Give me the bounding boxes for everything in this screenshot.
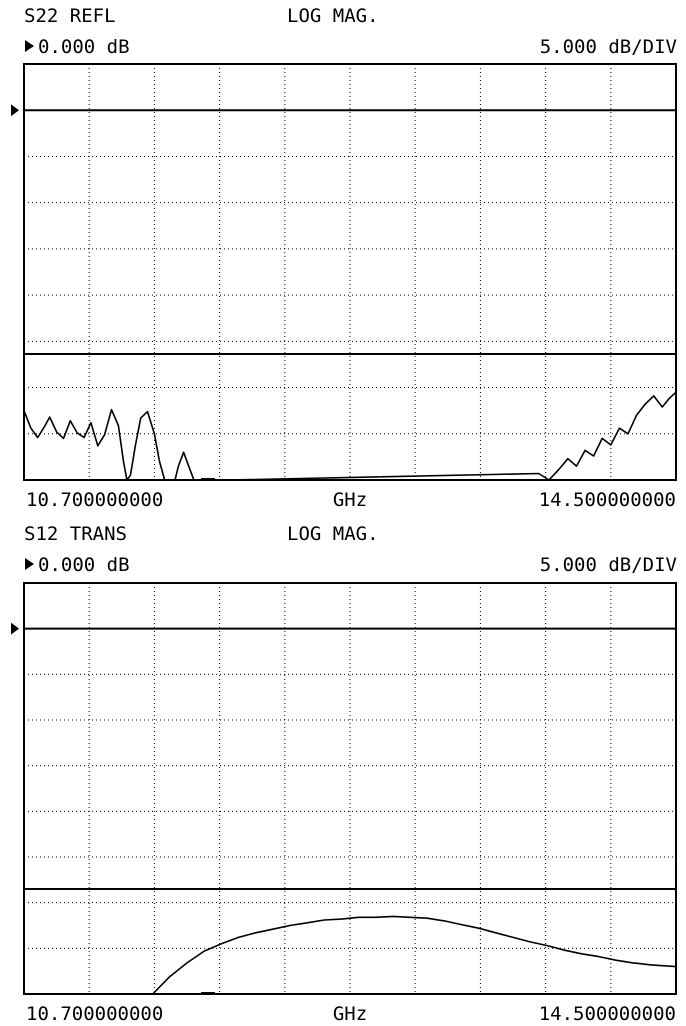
channel-1-panel: S22 REFL LOG MAG. 0.000 dB 5.000 dB/DIV … [11, 5, 677, 511]
channel-1-format-label: LOG MAG. [287, 5, 379, 27]
channel-1-title: S22 REFL [24, 5, 116, 27]
channel-1-stop-frequency: 14.500000000 [539, 489, 676, 511]
channel-2-trace [152, 915, 677, 995]
channel-1-start-frequency: 10.700000000 [26, 489, 163, 511]
channel-2-marker-tick [201, 992, 215, 995]
channel-1-reference-label: 0.000 dB [38, 36, 130, 58]
channel-1-reference-position-icon [11, 104, 19, 117]
channel-2-plot-frame [23, 582, 677, 995]
channel-2-panel: S12 TRANS LOG MAG. 0.000 dB 5.000 dB/DIV… [11, 523, 677, 1025]
channel-2-format-label: LOG MAG. [287, 523, 379, 545]
channel-2-start-frequency: 10.700000000 [26, 1003, 163, 1025]
channel-2-reference-label: 0.000 dB [38, 554, 130, 576]
channel-1-scale-label: 5.000 dB/DIV [540, 36, 677, 58]
channel-2-reference-marker-icon [25, 558, 34, 570]
channel-2-title: S12 TRANS [24, 523, 127, 545]
channel-2-scale-label: 5.000 dB/DIV [540, 554, 677, 576]
channel-2-stop-frequency: 14.500000000 [539, 1003, 676, 1025]
channel-1-frequency-unit: GHz [333, 489, 367, 511]
channel-1-grid [24, 64, 676, 480]
channel-1-reference-marker-icon [25, 40, 34, 52]
channel-1-plot-frame [23, 63, 677, 481]
channel-1-trace [23, 391, 677, 481]
channel-1-marker-tick [201, 478, 215, 481]
channel-2-frequency-unit: GHz [333, 1003, 367, 1025]
channel-2-reference-position-icon [11, 622, 19, 635]
